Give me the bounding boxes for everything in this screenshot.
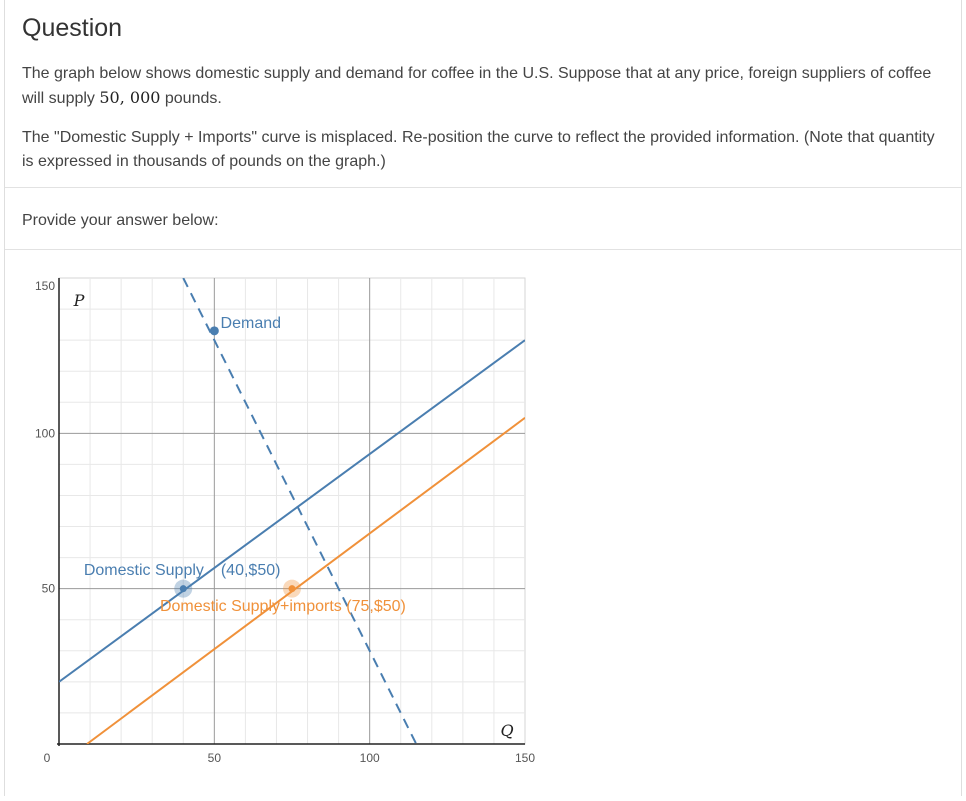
import-quantity: 50, 000 <box>99 88 161 107</box>
curves <box>59 278 525 744</box>
question-text-part2: pounds. <box>160 90 222 107</box>
tick-label-bg <box>29 581 56 596</box>
axes: 0 50 100 150 50 100 150 P Q <box>29 278 535 765</box>
answer-section: Provide your answer below: <box>5 188 961 250</box>
y-tick-label: 100 <box>35 426 55 440</box>
x-axis-variable: Q <box>500 721 513 740</box>
y-tick-label: 150 <box>35 279 55 293</box>
tick-label-bg <box>29 426 56 441</box>
domestic-supply-point[interactable] <box>179 585 187 593</box>
domestic-supply-label: Domestic Supply <box>84 562 204 579</box>
demand-handle[interactable] <box>209 326 219 336</box>
question-section: Question The graph below shows domestic … <box>5 0 961 188</box>
domestic-supply-imports-curve[interactable] <box>86 416 525 744</box>
domestic-supply-curve[interactable] <box>59 339 525 683</box>
x-tick-label: 100 <box>360 751 380 765</box>
question-text-part1: The graph below shows domestic supply an… <box>22 65 932 107</box>
domestic-supply-imports-label: Domestic Supply+imports (75,$50) <box>160 598 406 615</box>
content-frame <box>4 0 962 796</box>
demand-curve[interactable] <box>182 278 418 744</box>
question-instructions: The "Domestic Supply + Imports" curve is… <box>22 129 935 170</box>
x-tick-label: 50 <box>208 751 222 765</box>
question-heading: Question <box>22 14 123 42</box>
x-tick-label: 0 <box>44 751 51 765</box>
domestic-supply-imports-point[interactable] <box>288 585 296 593</box>
y-axis-variable: P <box>73 291 85 310</box>
curve-labels: Demand Domestic Supply (40,$50) Domestic Su… <box>84 315 406 615</box>
answer-prompt: Provide your answer below: <box>22 212 219 229</box>
y-tick-label: 50 <box>42 582 56 596</box>
question-text: The graph below shows domestic supply an… <box>22 62 942 111</box>
x-tick-label: 150 <box>515 751 535 765</box>
demand-label: Demand <box>221 315 281 332</box>
grid <box>58 277 526 745</box>
domestic-supply-point-label: (40,$50) <box>221 562 281 579</box>
